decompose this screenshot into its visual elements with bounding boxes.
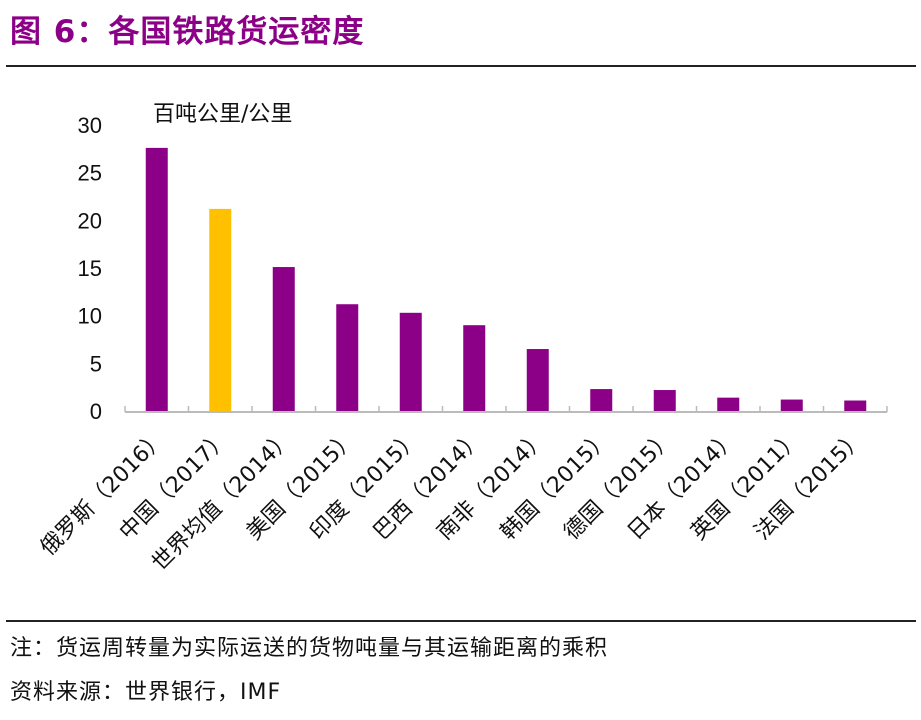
x-tick-label: 中国（2017） <box>115 426 235 546</box>
bar-2 <box>272 267 295 411</box>
y-tick-label: 10 <box>78 304 102 329</box>
top-rule <box>6 65 916 67</box>
x-tick-label: 南非（2014） <box>432 426 552 546</box>
bar-10 <box>780 399 803 411</box>
bar-5 <box>463 325 486 411</box>
y-tick-label: 15 <box>78 256 102 281</box>
bar-1 <box>209 208 232 411</box>
x-tick-label: 日本（2014） <box>623 426 743 546</box>
y-tick-label: 20 <box>78 208 102 233</box>
x-tick-label: 印度（2015） <box>305 426 425 546</box>
bar-9 <box>717 397 740 411</box>
source: 资料来源：世界银行，IMF <box>10 680 282 705</box>
x-tick-label: 英国（2011） <box>686 426 806 546</box>
x-tick-label: 法国（2015） <box>750 426 870 546</box>
x-tick-label: 美国（2015） <box>242 426 362 546</box>
x-tick-label: 韩国（2015） <box>496 426 616 546</box>
x-tick-label: 德国（2015） <box>559 426 679 546</box>
bar-3 <box>336 304 359 411</box>
bar-chart: 百吨公里/公里051015202530俄罗斯（2016）中国（2017）世界均值… <box>36 102 888 576</box>
bar-0 <box>145 147 168 411</box>
y-tick-label: 25 <box>78 161 102 186</box>
bottom-rule <box>6 620 916 622</box>
y-axis-label: 百吨公里/公里 <box>153 102 292 127</box>
y-tick-label: 30 <box>78 113 102 138</box>
y-tick-label: 5 <box>90 351 102 376</box>
chart-title: 图 6：各国铁路货运密度 <box>10 14 365 50</box>
bar-8 <box>653 390 676 411</box>
bar-11 <box>844 400 867 411</box>
bar-6 <box>526 349 549 411</box>
x-tick-label: 巴西（2014） <box>369 426 489 546</box>
y-tick-label: 0 <box>90 399 102 424</box>
bar-7 <box>590 389 613 411</box>
bar-4 <box>399 312 422 411</box>
footnote: 注：货运周转量为实际运送的货物吨量与其运输距离的乘积 <box>10 636 609 661</box>
